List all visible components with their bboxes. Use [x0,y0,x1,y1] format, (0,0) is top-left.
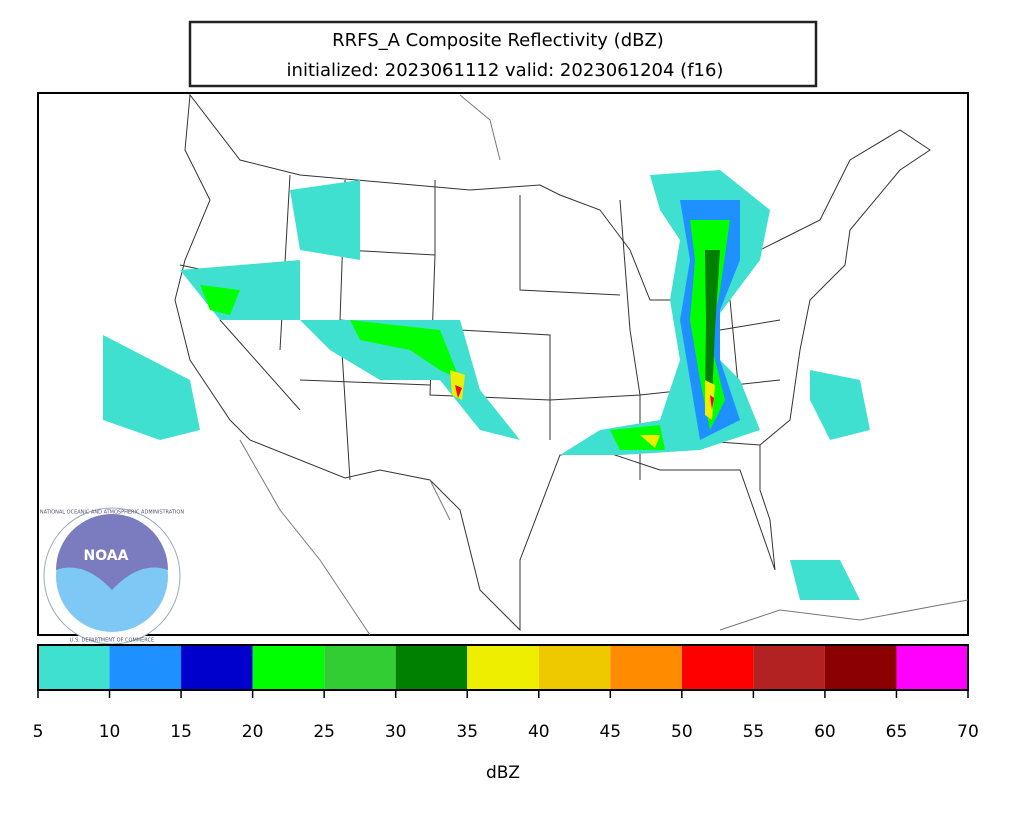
colorbar-segment [38,645,110,690]
colorbar-tick-label: 5 [33,722,44,742]
colorbar-segment [610,645,682,690]
map: NOAA NATIONAL OCEANIC AND ATMOSPHERIC AD… [37,92,969,645]
colorbar-tick-label: 65 [886,722,908,742]
colorbar: 5 10 15 20 25 30 35 40 45 50 55 60 65 70 dBZ [33,644,979,783]
colorbar-segment [753,645,825,690]
colorbar-tick-label: 25 [313,722,335,742]
title-box [188,20,818,88]
colorbar-tick-label: 30 [385,722,407,742]
colorbar-frame [37,644,969,691]
colorbar-segment [824,645,897,690]
colorbar-segment [538,645,611,690]
colorbar-segment [395,645,468,690]
colorbar-segment [109,645,182,690]
colorbar-tick-label: 15 [170,722,192,742]
colorbar-segment [467,645,539,690]
colorbar-segment [252,645,325,690]
colorbar-tick-label: 35 [456,722,478,742]
map-frame [37,92,969,636]
colorbar-tick-label: 70 [957,722,979,742]
colorbar-segment [324,645,396,690]
subtitle: initialized: 2023061112 valid: 202306120… [287,60,724,81]
colorbar-tick-label: 40 [528,722,550,742]
logo-name: NOAA [84,548,129,564]
colorbar-tick-label: 50 [671,722,693,742]
colorbar-tick-label: 10 [99,722,121,742]
colorbar-tick-label: 55 [743,722,765,742]
colorbar-label: dBZ [486,763,520,783]
colorbar-tick-label: 20 [242,722,264,742]
title: RRFS_A Composite Reflectivity (dBZ) [332,30,664,51]
noaa-logo: NOAA NATIONAL OCEANIC AND ATMOSPHERIC AD… [40,507,184,645]
colorbar-tick-label: 60 [814,722,836,742]
colorbar-segment [681,645,754,690]
colorbar-segment [896,645,968,690]
reflectivity [103,170,870,600]
colorbar-segment [181,645,253,690]
logo-ring-bottom: U.S. DEPARTMENT OF COMMERCE [70,638,154,644]
logo-ring-top: NATIONAL OCEANIC AND ATMOSPHERIC ADMINIS… [40,510,184,516]
colorbar-tick-label: 45 [599,722,621,742]
coastline [239,94,969,636]
